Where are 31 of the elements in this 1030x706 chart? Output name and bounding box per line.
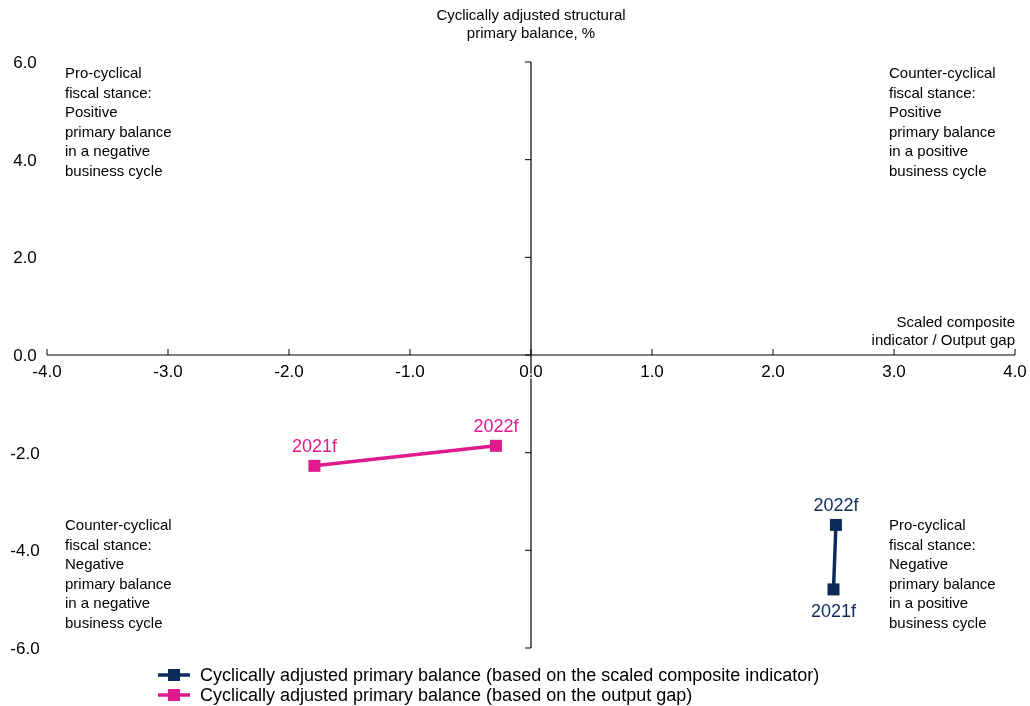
y-tick-label: -2.0 <box>10 443 40 463</box>
x-tick-label: -3.0 <box>153 362 183 381</box>
x-tick-label: -1.0 <box>395 362 425 381</box>
point <box>829 518 842 531</box>
annotation: 2021f <box>810 601 858 622</box>
legend-label: Cyclically adjusted primary balance (based on the scaled composite indicator) <box>200 665 820 685</box>
legend-label: Cyclically adjusted primary balance (based on the output gap) <box>200 685 693 705</box>
x-tick-label: 1.0 <box>640 362 664 381</box>
y-tick-label: -4.0 <box>10 541 40 561</box>
annotation: 2021f <box>291 435 338 456</box>
y-axis-title: Cyclically adjusted structural primary balance, % <box>436 6 626 41</box>
x-tick-label: -4.0 <box>32 362 62 381</box>
point <box>827 583 840 596</box>
point <box>308 459 321 472</box>
annotation: Counter-cyclical fiscal stance: Negative primary balance in a negative business cycle <box>65 516 172 631</box>
x-tick-label: -2.0 <box>274 362 304 381</box>
y-tick-label: 6.0 <box>13 53 37 72</box>
y-tick-label: 2.0 <box>13 248 37 268</box>
annotation: Pro-cyclical fiscal stance: Negative primary balance in a positive business cycle <box>889 516 996 631</box>
x-axis-title: Scaled composite indicator / Output gap <box>871 313 1015 348</box>
x-tick-label: 3.0 <box>882 362 906 381</box>
annotation: 2022f <box>473 415 520 436</box>
y-tick-label: 4.0 <box>13 150 37 170</box>
x-tick-label: 4.0 <box>1003 362 1027 381</box>
annotation: 2022f <box>813 494 860 515</box>
point <box>489 439 502 452</box>
annotation: Counter-cyclical fiscal stance: Positive primary balance in a positive business cycle <box>889 64 996 179</box>
y-tick-label: 0.0 <box>13 346 37 365</box>
annotation: Pro-cyclical fiscal stance: Positive primary balance in a negative business cycle <box>65 64 172 179</box>
x-tick-label: 2.0 <box>761 362 785 381</box>
y-tick-label: -6.0 <box>10 639 40 658</box>
